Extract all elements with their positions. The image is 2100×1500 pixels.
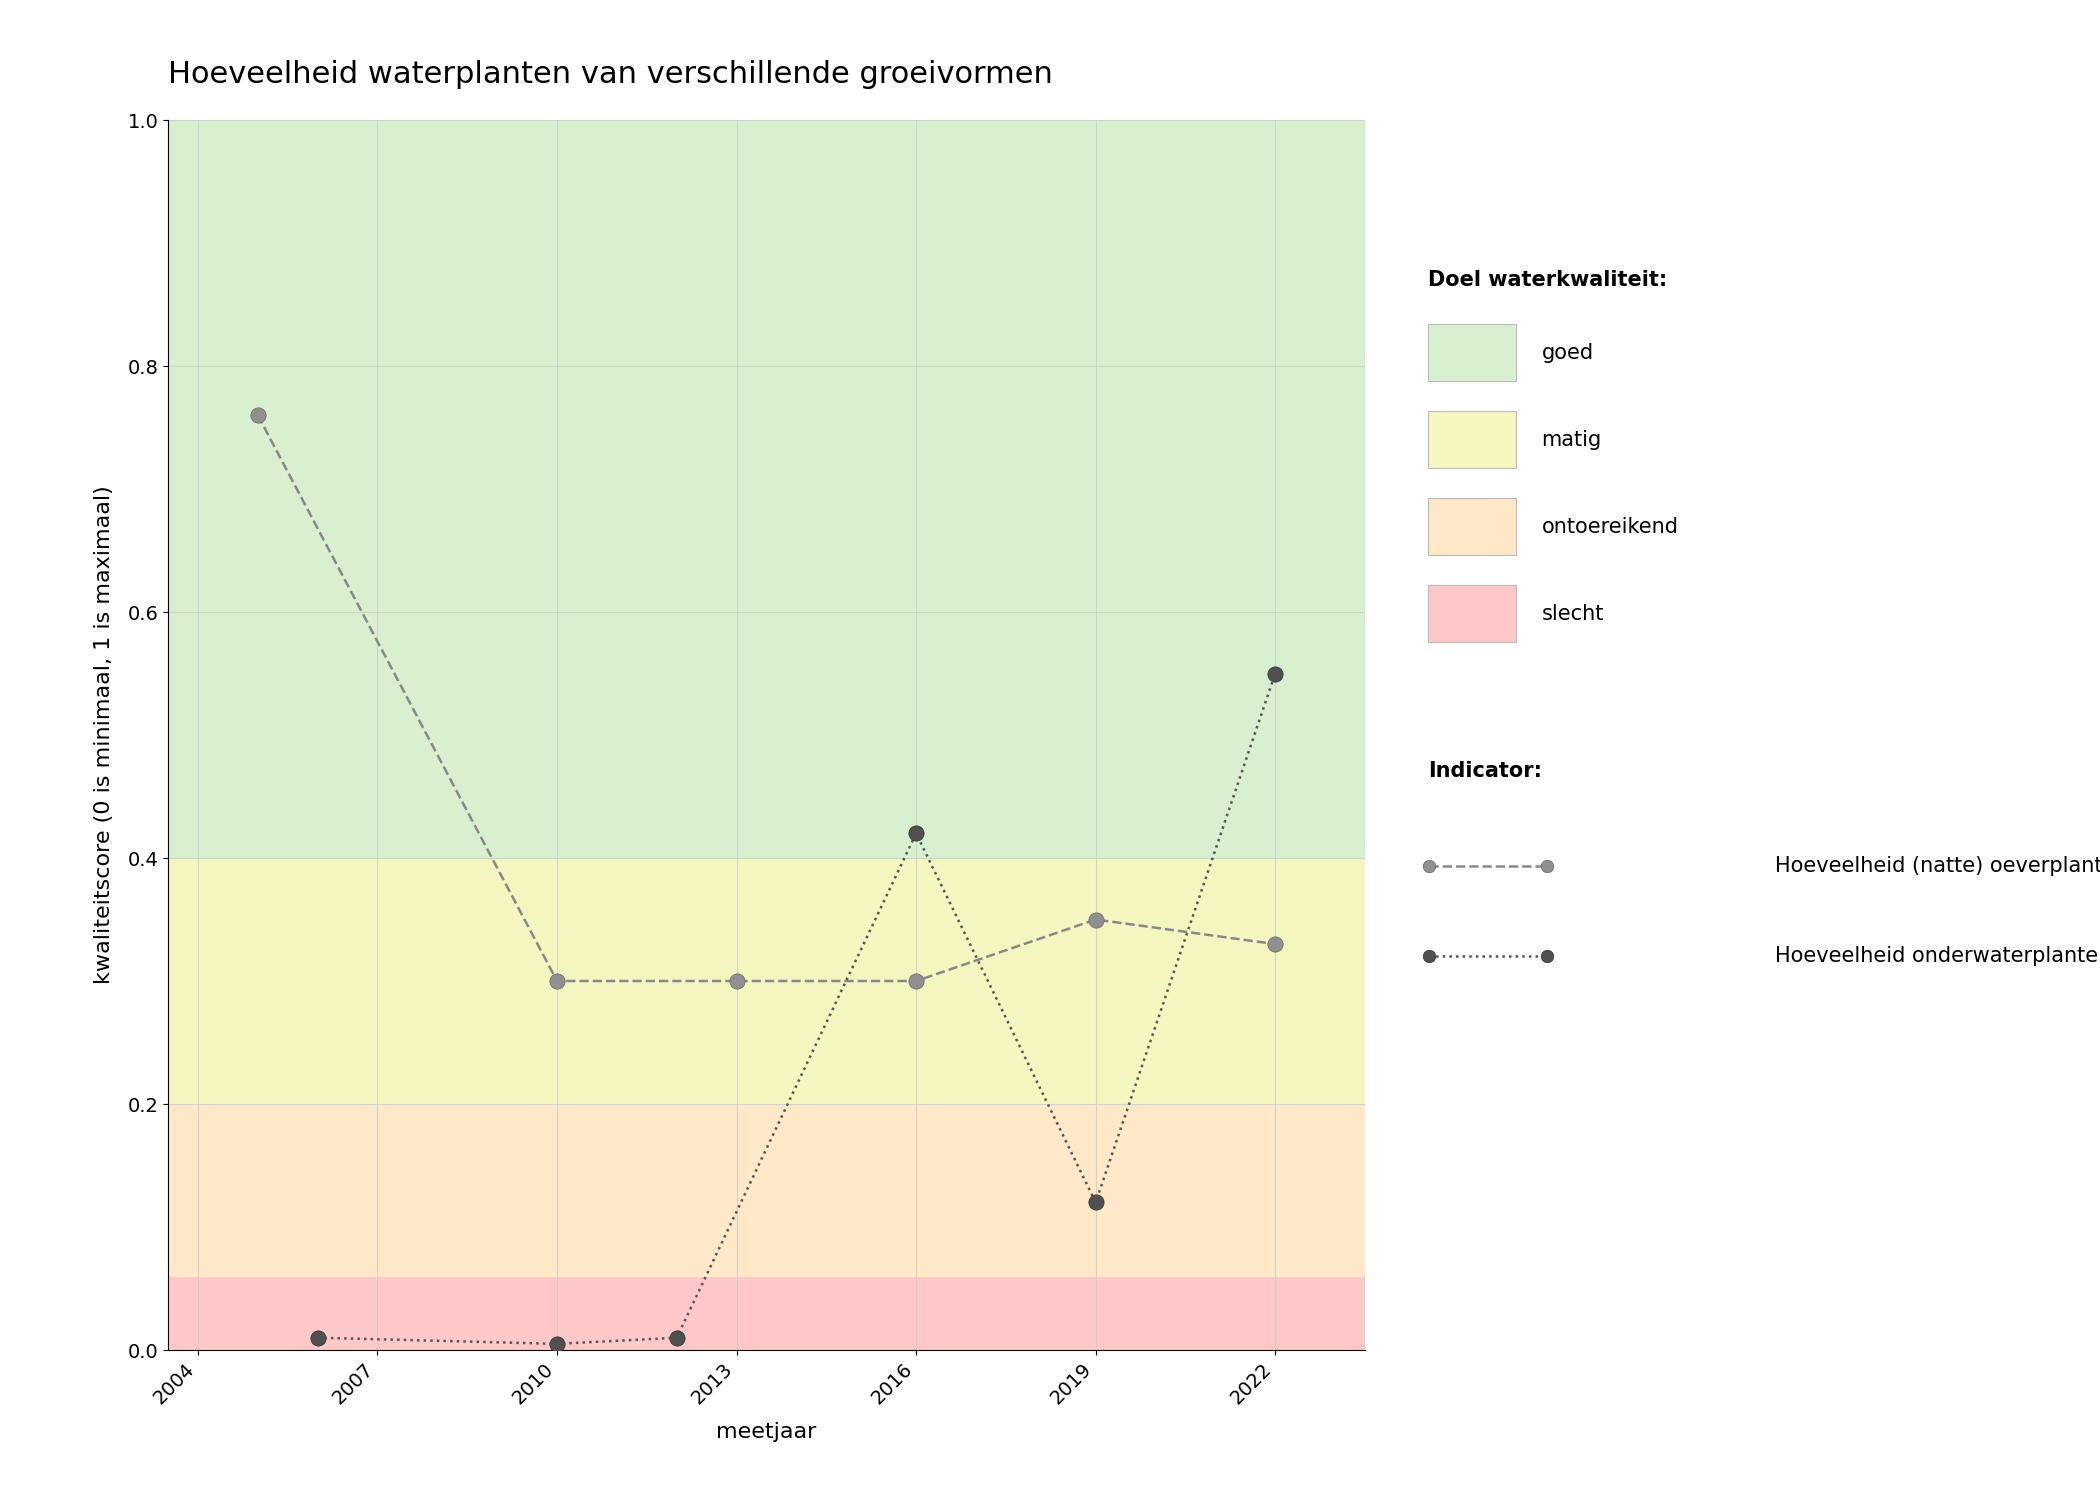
Y-axis label: kwaliteitscore (0 is minimaal, 1 is maximaal): kwaliteitscore (0 is minimaal, 1 is maxi… (94, 486, 113, 984)
Text: ontoereikend: ontoereikend (1541, 516, 1678, 537)
Text: matig: matig (1541, 429, 1602, 450)
Text: slecht: slecht (1541, 603, 1604, 624)
Text: Hoeveelheid waterplanten van verschillende groeivormen: Hoeveelheid waterplanten van verschillen… (168, 60, 1052, 88)
Text: Doel waterkwaliteit:: Doel waterkwaliteit: (1428, 270, 1667, 290)
Text: Hoeveelheid onderwaterplanten: Hoeveelheid onderwaterplanten (1774, 945, 2100, 966)
Bar (168, 120, 1365, 858)
Text: Hoeveelheid (natte) oeverplanten: Hoeveelheid (natte) oeverplanten (1774, 855, 2100, 876)
Bar (168, 1104, 1365, 1276)
Text: goed: goed (1541, 342, 1594, 363)
X-axis label: meetjaar: meetjaar (716, 1422, 817, 1442)
Bar (168, 1276, 1365, 1350)
Bar (168, 858, 1365, 1104)
Text: Indicator:: Indicator: (1428, 760, 1541, 780)
